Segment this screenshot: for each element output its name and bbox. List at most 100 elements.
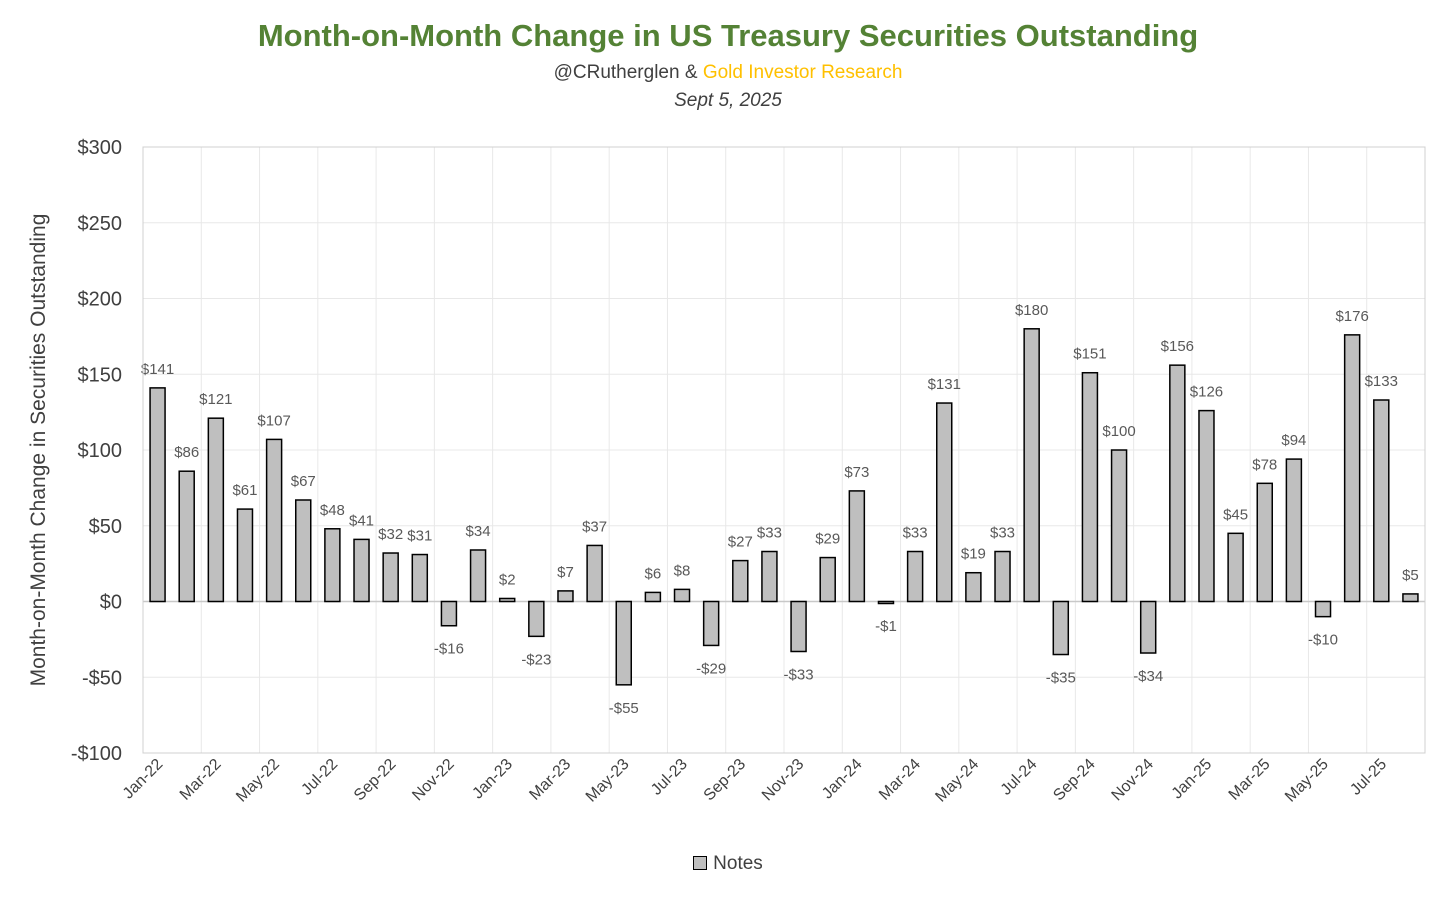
y-axis-label: Month-on-Month Change in Securities Outs… [27, 214, 50, 687]
data-label: $33 [903, 525, 928, 542]
bar-Dec-24 [1169, 364, 1186, 603]
data-label: $7 [557, 564, 574, 581]
ampersand: & [684, 62, 698, 83]
bar-Jan-23 [498, 597, 516, 603]
data-label: $29 [815, 531, 840, 548]
x-tick-label: Nov-24 [1109, 756, 1158, 805]
grid-layer [143, 146, 1425, 754]
data-label: $73 [844, 464, 869, 481]
data-label: $141 [141, 361, 174, 378]
data-label: $45 [1223, 506, 1248, 523]
bar-Mar-24 [906, 550, 924, 603]
bar-Jul-23 [673, 588, 691, 603]
bar-Jun-24 [994, 550, 1011, 603]
x-tick-label: Nov-23 [759, 756, 808, 805]
x-tick-label: Sep-24 [1050, 756, 1099, 805]
bar-Mar-23 [557, 590, 574, 603]
data-label: $34 [466, 523, 491, 540]
data-label: $8 [674, 562, 691, 579]
bar-Feb-25 [1227, 532, 1244, 603]
legend-label-notes: Notes [713, 853, 763, 874]
data-label: $19 [961, 546, 986, 563]
bar-Aug-24 [1052, 600, 1070, 656]
data-label: $61 [232, 482, 257, 499]
data-label: $67 [291, 473, 316, 490]
data-label: $33 [757, 525, 782, 542]
x-tick-label: Sep-23 [701, 756, 750, 805]
data-label: $6 [645, 565, 662, 582]
x-tick-label: Mar-23 [526, 756, 574, 804]
y-tick-label: -$100 [71, 743, 122, 765]
bar-Apr-25 [1285, 458, 1303, 603]
bar-Aug-22 [353, 538, 370, 603]
data-label: $5 [1402, 567, 1419, 584]
bar-Sep-22 [382, 552, 399, 603]
data-label: -$16 [434, 641, 464, 658]
data-label: $27 [728, 534, 753, 551]
data-label: -$55 [609, 700, 639, 717]
bar-Apr-24 [936, 402, 953, 603]
data-label: -$23 [521, 651, 551, 668]
data-label: $2 [499, 571, 516, 588]
bar-Sep-24 [1081, 371, 1099, 603]
x-tick-label: Jul-23 [648, 756, 691, 799]
bar-May-24 [965, 571, 982, 603]
y-tick-label: $200 [78, 289, 123, 311]
data-label: $31 [407, 528, 432, 545]
x-tick-label: Jan-23 [469, 756, 516, 803]
bar-Nov-24 [1139, 600, 1157, 654]
bars-layer [149, 328, 1419, 686]
x-tick-label: May-23 [583, 756, 633, 806]
x-tick-label: Mar-25 [1226, 756, 1274, 804]
chart-date: Sept 5, 2025 [674, 90, 782, 111]
bar-Mar-22 [207, 417, 225, 603]
x-tick-label: Jul-25 [1347, 756, 1390, 799]
bar-Oct-23 [761, 550, 778, 603]
x-tick-label: Jan-24 [819, 756, 866, 803]
bar-Jun-25 [1343, 334, 1361, 603]
bar-Mar-25 [1256, 482, 1273, 603]
bar-Feb-22 [178, 470, 195, 603]
x-tick-label: Jan-22 [120, 756, 167, 803]
bar-Jan-24 [848, 490, 866, 603]
bar-Jul-25 [1373, 399, 1390, 603]
bar-Nov-23 [790, 600, 807, 653]
data-label: -$34 [1133, 668, 1163, 685]
data-label: $41 [349, 512, 374, 529]
y-tick-label: $150 [78, 364, 123, 386]
data-label: $33 [990, 525, 1015, 542]
bar-Aug-25 [1402, 593, 1419, 603]
bar-Jun-22 [295, 499, 312, 603]
bar-Oct-22 [411, 553, 429, 603]
data-label: $86 [174, 444, 199, 461]
y-tick-label: $0 [100, 592, 122, 614]
y-tick-label: $300 [78, 137, 123, 159]
bar-Sep-23 [732, 559, 749, 603]
data-label: $131 [928, 376, 961, 393]
plot-border [142, 146, 1426, 754]
chart-title: Month-on-Month Change in US Treasury Sec… [257, 18, 1199, 53]
data-label: $121 [199, 391, 232, 408]
y-tick-label: $50 [89, 516, 122, 538]
bar-Jul-22 [324, 528, 341, 603]
legend-swatch [693, 856, 708, 870]
brand-name: Gold Investor Research [702, 62, 903, 83]
x-tick-label: Sep-22 [351, 756, 400, 805]
data-label: $37 [582, 518, 607, 535]
x-tick-label: Mar-22 [177, 756, 225, 804]
x-tick-label: Jul-22 [298, 756, 341, 799]
bar-Apr-23 [586, 544, 603, 603]
x-tick-label: May-25 [1282, 756, 1332, 806]
bar-Jun-23 [644, 591, 662, 603]
bar-Aug-23 [702, 600, 720, 647]
bar-Feb-23 [528, 600, 545, 638]
bar-Dec-23 [819, 556, 836, 603]
data-label: $32 [378, 526, 403, 543]
y-tick-label: $250 [78, 213, 123, 235]
y-tick-label: $100 [78, 440, 123, 462]
bar-May-23 [615, 600, 632, 686]
x-tick-label: Jul-24 [998, 756, 1041, 799]
x-tick-label: Mar-24 [876, 756, 924, 804]
data-label: $151 [1073, 346, 1106, 363]
